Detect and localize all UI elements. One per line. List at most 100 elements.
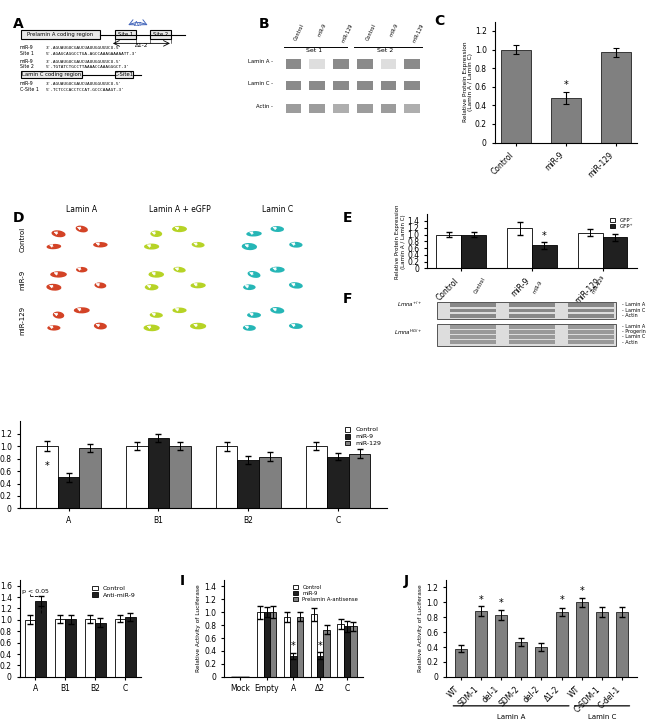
Bar [474, 611, 487, 677]
Bar [567, 303, 614, 307]
Bar [309, 104, 325, 113]
Bar [257, 612, 263, 677]
Text: - Actin: - Actin [622, 313, 638, 318]
Bar [58, 477, 79, 508]
Bar [36, 601, 46, 677]
Bar [357, 58, 372, 69]
FancyBboxPatch shape [150, 30, 171, 39]
Text: B: B [259, 17, 269, 31]
Text: Control: Control [293, 23, 306, 41]
Bar [380, 104, 396, 113]
Text: miR-129: miR-129 [412, 23, 425, 43]
Text: $Lmna^{+/+}$: $Lmna^{+/+}$ [397, 300, 422, 310]
Bar [357, 81, 372, 90]
Bar [450, 335, 496, 339]
Bar [296, 617, 303, 677]
Text: - Lamin A: - Lamin A [622, 325, 645, 330]
Y-axis label: Relative Protein Expression
(Lamin A / Lamin C): Relative Protein Expression (Lamin A / L… [463, 42, 473, 122]
Bar [507, 228, 532, 269]
Text: D: D [13, 212, 25, 225]
Bar [509, 335, 555, 339]
Text: Site 2: Site 2 [153, 32, 168, 37]
Text: - Lamin A: - Lamin A [622, 302, 645, 307]
Legend: Control, Anti-miR-9: Control, Anti-miR-9 [90, 583, 138, 600]
Bar [291, 656, 296, 677]
Bar [337, 624, 344, 677]
Bar [536, 647, 547, 677]
Bar [509, 308, 555, 312]
Bar [169, 446, 190, 508]
Bar [284, 617, 291, 677]
Bar [404, 81, 420, 90]
Legend: GFP⁻, GFP⁺: GFP⁻, GFP⁺ [609, 217, 634, 230]
Bar [306, 446, 327, 508]
Bar [237, 460, 259, 508]
Text: 3'-AGUAUGUCGAUCUAUUGGUUUCU-5': 3'-AGUAUGUCGAUCUAUUGGUUUCU-5' [46, 46, 122, 50]
Bar [350, 626, 357, 677]
Bar [450, 341, 496, 344]
Text: Lamin C -: Lamin C - [248, 81, 273, 86]
Bar [79, 448, 101, 508]
Text: Lamin A: Lamin A [66, 205, 98, 214]
Bar [333, 104, 349, 113]
Bar [344, 626, 350, 677]
Bar [125, 617, 136, 677]
Text: Lamin A -: Lamin A - [248, 59, 273, 64]
Text: *: * [45, 461, 49, 471]
Text: *: * [579, 585, 584, 595]
Bar [501, 50, 531, 143]
FancyBboxPatch shape [437, 324, 616, 346]
Bar [404, 104, 420, 113]
Text: miR-9: miR-9 [20, 270, 26, 290]
Bar [66, 619, 76, 677]
Bar [509, 325, 555, 329]
Text: C-Site 1: C-Site 1 [20, 86, 38, 91]
Text: - Lamin C: - Lamin C [622, 307, 645, 312]
Bar [450, 314, 496, 318]
Text: miR-129: miR-129 [20, 306, 26, 335]
Text: $Lmna^{HG/+}$: $Lmna^{HG/+}$ [395, 328, 423, 337]
Text: *: * [559, 595, 564, 605]
Text: *: * [542, 230, 547, 240]
Text: Control: Control [473, 276, 486, 294]
Bar [324, 630, 330, 677]
Bar [567, 330, 614, 334]
Bar [509, 303, 555, 307]
Bar [55, 618, 66, 677]
Text: - Lamin C: - Lamin C [622, 334, 645, 339]
Text: *: * [291, 641, 296, 651]
Bar [567, 335, 614, 339]
Text: Control: Control [20, 227, 26, 252]
Text: Site 1: Site 1 [118, 32, 133, 37]
Text: Site 1: Site 1 [20, 51, 33, 56]
Text: Δz: Δz [134, 21, 142, 27]
Bar [567, 314, 614, 318]
Bar [515, 642, 527, 677]
Y-axis label: Relative Activity of Luciferase: Relative Activity of Luciferase [419, 585, 423, 672]
Bar [309, 81, 325, 90]
Bar [567, 325, 614, 329]
Y-axis label: Relative Activity of Luciferase: Relative Activity of Luciferase [196, 585, 202, 672]
Text: miR-129: miR-129 [341, 23, 354, 43]
Bar [616, 612, 629, 677]
Text: C: C [435, 14, 445, 28]
Bar [495, 615, 507, 677]
Bar [509, 314, 555, 318]
Bar [333, 81, 349, 90]
Text: Δ1-2: Δ1-2 [135, 43, 148, 48]
Text: Site 2: Site 2 [20, 64, 33, 69]
Bar [311, 614, 317, 677]
Text: Control: Control [365, 23, 377, 41]
Bar [327, 456, 349, 508]
Text: J: J [404, 574, 409, 588]
Bar [532, 246, 556, 269]
Legend: Control, miR-9, Prelamin A-antisense: Control, miR-9, Prelamin A-antisense [291, 582, 360, 604]
Bar [263, 612, 270, 677]
Bar [450, 308, 496, 312]
Bar [576, 603, 588, 677]
Bar [84, 618, 96, 677]
Bar [317, 655, 324, 677]
Bar [454, 649, 467, 677]
Text: - Progerin: - Progerin [622, 329, 646, 334]
Bar [96, 623, 106, 677]
